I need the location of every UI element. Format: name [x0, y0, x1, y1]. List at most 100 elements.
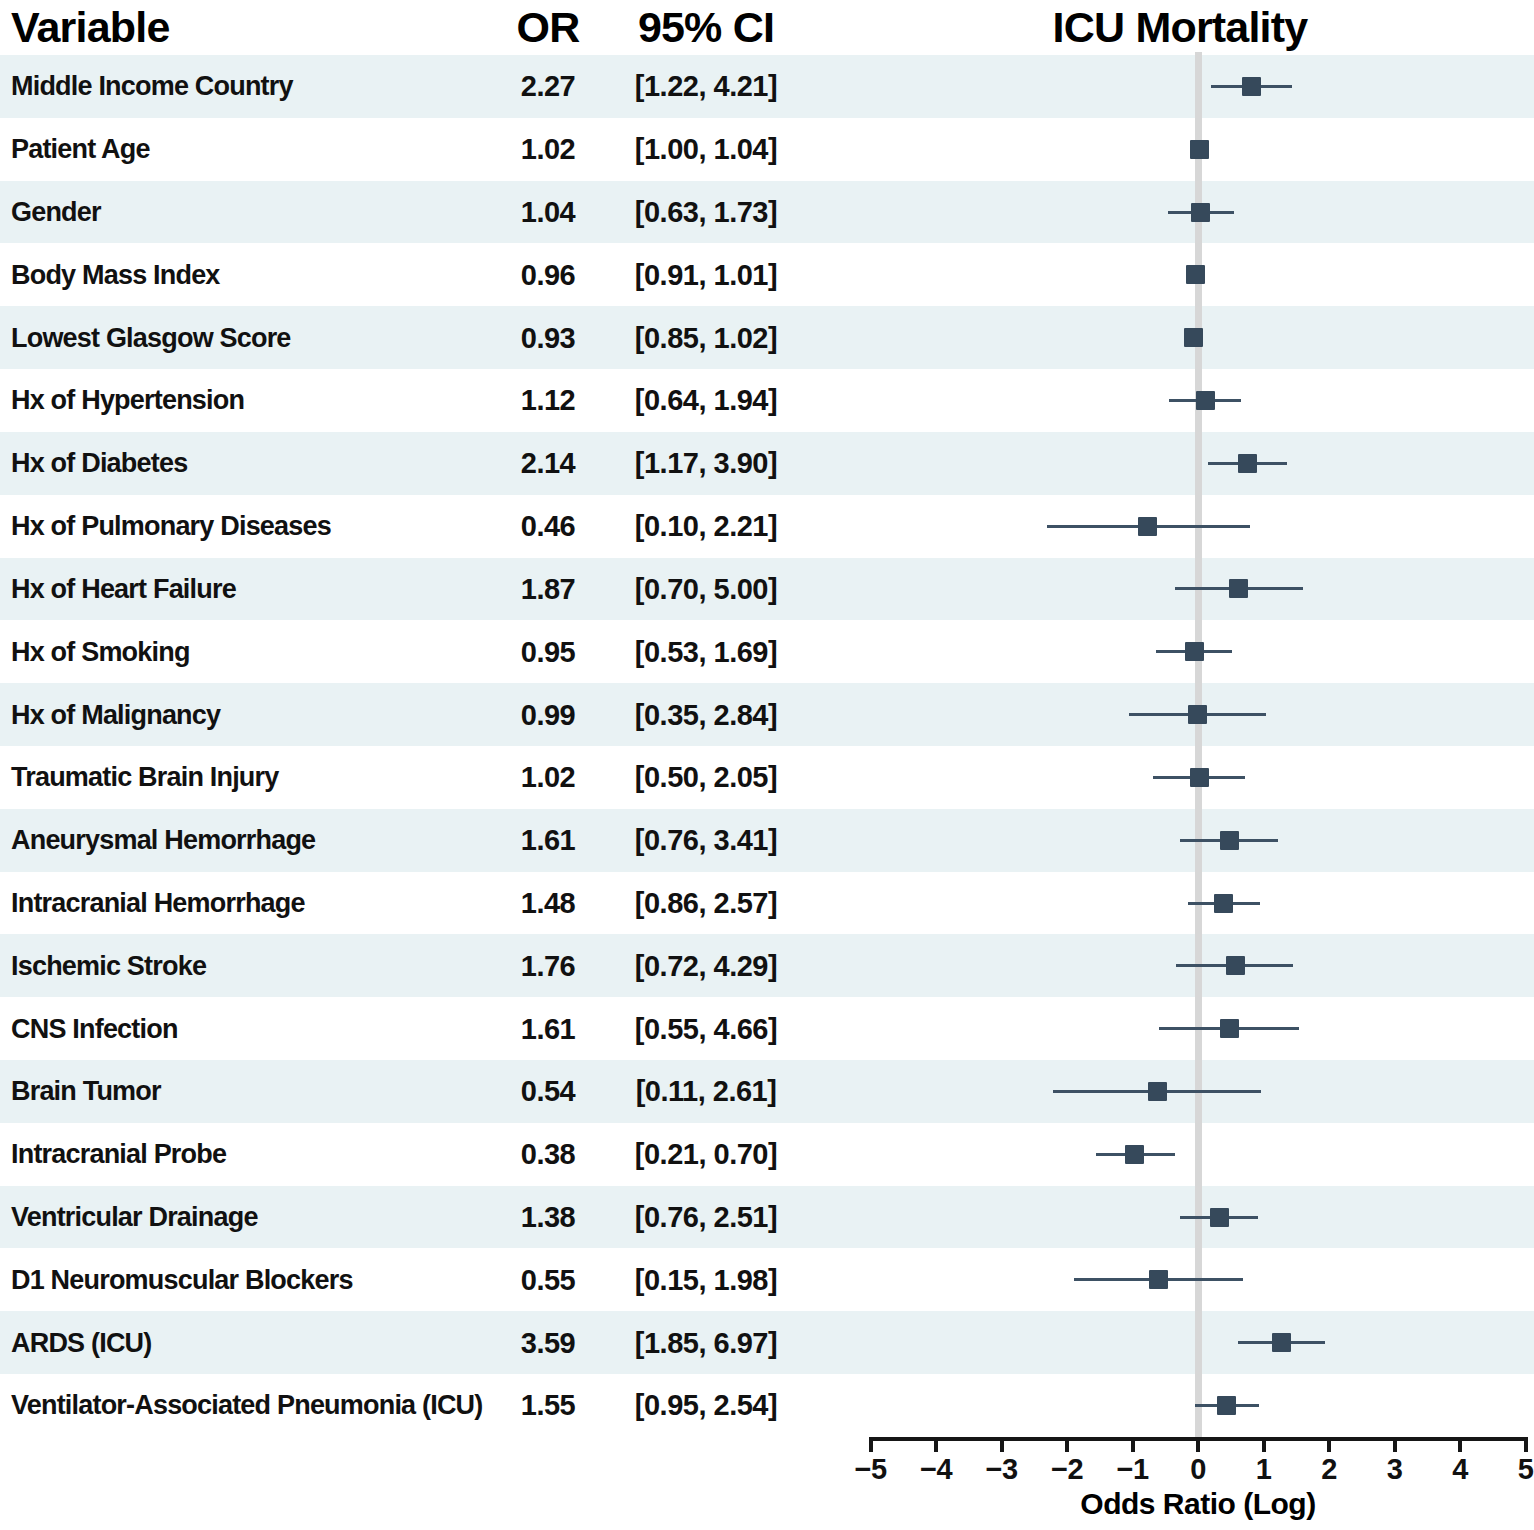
table-row: Ventilator-Associated Pneumonia (ICU) 1.5… [0, 1374, 1534, 1437]
table-row: Ischemic Stroke 1.76[0.72, 4.29] [0, 934, 1534, 997]
cell-or-value: 0.99 [498, 698, 598, 731]
x-axis-tick-label: 2 [1294, 1453, 1364, 1486]
cell-variable: Ventilator-Associated Pneumonia (ICU) [11, 1390, 482, 1421]
table-row: Gender 1.04[0.63, 1.73] [0, 181, 1534, 244]
cell-variable: Ventricular Drainage [11, 1202, 258, 1233]
table-row: Hx of Diabetes 2.14[1.17, 3.90] [0, 432, 1534, 495]
cell-or-value: 3.59 [498, 1326, 598, 1359]
cell-or-value: 0.46 [498, 510, 598, 543]
table-row: Hx of Smoking 0.95[0.53, 1.69] [0, 620, 1534, 683]
cell-or-value: 0.93 [498, 321, 598, 354]
cell-or-value: 0.55 [498, 1263, 598, 1296]
cell-variable: Intracranial Hemorrhage [11, 887, 305, 918]
cell-ci-value: [0.91, 1.01] [606, 258, 806, 291]
column-header-or: OR [498, 2, 598, 52]
cell-variable: Traumatic Brain Injury [11, 762, 278, 793]
cell-or-value: 0.95 [498, 635, 598, 668]
table-row: Ventricular Drainage1.38[0.76, 2.51] [0, 1186, 1534, 1249]
cell-or-value: 1.12 [498, 384, 598, 417]
x-axis-tick-label: 5 [1491, 1453, 1534, 1486]
cell-variable: Hx of Pulmonary Diseases [11, 511, 331, 542]
x-axis-tick-label: −5 [836, 1453, 906, 1486]
cell-or-value: 1.61 [498, 824, 598, 857]
cell-or-value: 1.87 [498, 572, 598, 605]
table-row: Lowest Glasgow Score 0.93[0.85, 1.02] [0, 306, 1534, 369]
table-row: D1 Neuromuscular Blockers 0.55[0.15, 1.98… [0, 1248, 1534, 1311]
x-axis-line [870, 1437, 1526, 1441]
table-row: Brain Tumor0.54[0.11, 2.61] [0, 1060, 1534, 1123]
cell-ci-value: [0.70, 5.00] [606, 572, 806, 605]
x-axis-tick-label: −4 [901, 1453, 971, 1486]
cell-variable: D1 Neuromuscular Blockers [11, 1264, 353, 1295]
cell-variable: Lowest Glasgow Score [11, 322, 291, 353]
cell-or-value: 0.38 [498, 1138, 598, 1171]
cell-ci-value: [1.85, 6.97] [606, 1326, 806, 1359]
cell-ci-value: [0.35, 2.84] [606, 698, 806, 731]
cell-variable: Aneurysmal Hemorrhage [11, 825, 315, 856]
table-row: CNS Infection 1.61[0.55, 4.66] [0, 997, 1534, 1060]
cell-ci-value: [1.22, 4.21] [606, 70, 806, 103]
cell-ci-value: [0.63, 1.73] [606, 196, 806, 229]
cell-ci-value: [0.21, 0.70] [606, 1138, 806, 1171]
cell-ci-value: [0.55, 4.66] [606, 1012, 806, 1045]
cell-or-value: 0.54 [498, 1075, 598, 1108]
table-row: Hx of Heart Failure 1.87[0.70, 5.00] [0, 558, 1534, 621]
cell-variable: Hx of Smoking [11, 636, 190, 667]
cell-or-value: 1.76 [498, 949, 598, 982]
cell-variable: Hx of Hypertension [11, 385, 244, 416]
cell-or-value: 1.55 [498, 1389, 598, 1422]
x-axis-tick-label: 0 [1163, 1453, 1233, 1486]
cell-or-value: 1.48 [498, 886, 598, 919]
x-axis-label: Odds Ratio (Log) [988, 1487, 1408, 1521]
table-row: Aneurysmal Hemorrhage 1.61[0.76, 3.41] [0, 809, 1534, 872]
cell-variable: Patient Age [11, 134, 150, 165]
cell-variable: Hx of Diabetes [11, 448, 187, 479]
cell-ci-value: [0.11, 2.61] [606, 1075, 806, 1108]
cell-ci-value: [1.00, 1.04] [606, 133, 806, 166]
cell-ci-value: [0.72, 4.29] [606, 949, 806, 982]
table-row: Hx of Hypertension 1.12[0.64, 1.94] [0, 369, 1534, 432]
table-row: Hx of Pulmonary Diseases 0.46[0.10, 2.21] [0, 495, 1534, 558]
cell-variable: Hx of Malignancy [11, 699, 220, 730]
zero-reference-line [1195, 52, 1202, 1437]
cell-ci-value: [0.53, 1.69] [606, 635, 806, 668]
cell-or-value: 2.14 [498, 447, 598, 480]
cell-variable: Ischemic Stroke [11, 950, 206, 981]
table-row: ARDS (ICU) 3.59[1.85, 6.97] [0, 1311, 1534, 1374]
x-axis-tick-label: −3 [967, 1453, 1037, 1486]
cell-ci-value: [0.10, 2.21] [606, 510, 806, 543]
cell-ci-value: [1.17, 3.90] [606, 447, 806, 480]
cell-or-value: 1.02 [498, 761, 598, 794]
table-row: Intracranial Hemorrhage 1.48[0.86, 2.57] [0, 872, 1534, 935]
table-row: Intracranial Probe 0.38[0.21, 0.70] [0, 1123, 1534, 1186]
table-row: Patient Age 1.02[1.00, 1.04] [0, 118, 1534, 181]
cell-variable: ARDS (ICU) [11, 1327, 152, 1358]
cell-variable: Hx of Heart Failure [11, 573, 236, 604]
table-rows: Middle Income Country2.27[1.22, 4.21]Pat… [0, 55, 1534, 1437]
cell-variable: CNS Infection [11, 1013, 178, 1044]
cell-ci-value: [0.64, 1.94] [606, 384, 806, 417]
cell-or-value: 0.96 [498, 258, 598, 291]
forest-plot: Variable OR 95% CI ICU Mortality Middle … [0, 0, 1534, 1530]
cell-variable: Gender [11, 197, 101, 228]
cell-or-value: 1.02 [498, 133, 598, 166]
cell-or-value: 1.38 [498, 1201, 598, 1234]
plot-title: ICU Mortality [956, 2, 1404, 52]
column-header-variable: Variable [11, 2, 170, 52]
cell-ci-value: [0.86, 2.57] [606, 886, 806, 919]
cell-variable: Middle Income Country [11, 71, 293, 102]
cell-ci-value: [0.76, 3.41] [606, 824, 806, 857]
x-axis-tick-label: −2 [1032, 1453, 1102, 1486]
table-row: Body Mass Index 0.96[0.91, 1.01] [0, 243, 1534, 306]
cell-or-value: 1.61 [498, 1012, 598, 1045]
cell-variable: Body Mass Index [11, 259, 220, 290]
table-row: Hx of Malignancy 0.99[0.35, 2.84] [0, 683, 1534, 746]
cell-ci-value: [0.85, 1.02] [606, 321, 806, 354]
cell-ci-value: [0.95, 2.54] [606, 1389, 806, 1422]
cell-or-value: 1.04 [498, 196, 598, 229]
column-header-ci: 95% CI [606, 2, 806, 52]
x-axis-tick-label: 1 [1229, 1453, 1299, 1486]
cell-variable: Intracranial Probe [11, 1139, 226, 1170]
table-row: Traumatic Brain Injury1.02[0.50, 2.05] [0, 746, 1534, 809]
cell-ci-value: [0.15, 1.98] [606, 1263, 806, 1296]
